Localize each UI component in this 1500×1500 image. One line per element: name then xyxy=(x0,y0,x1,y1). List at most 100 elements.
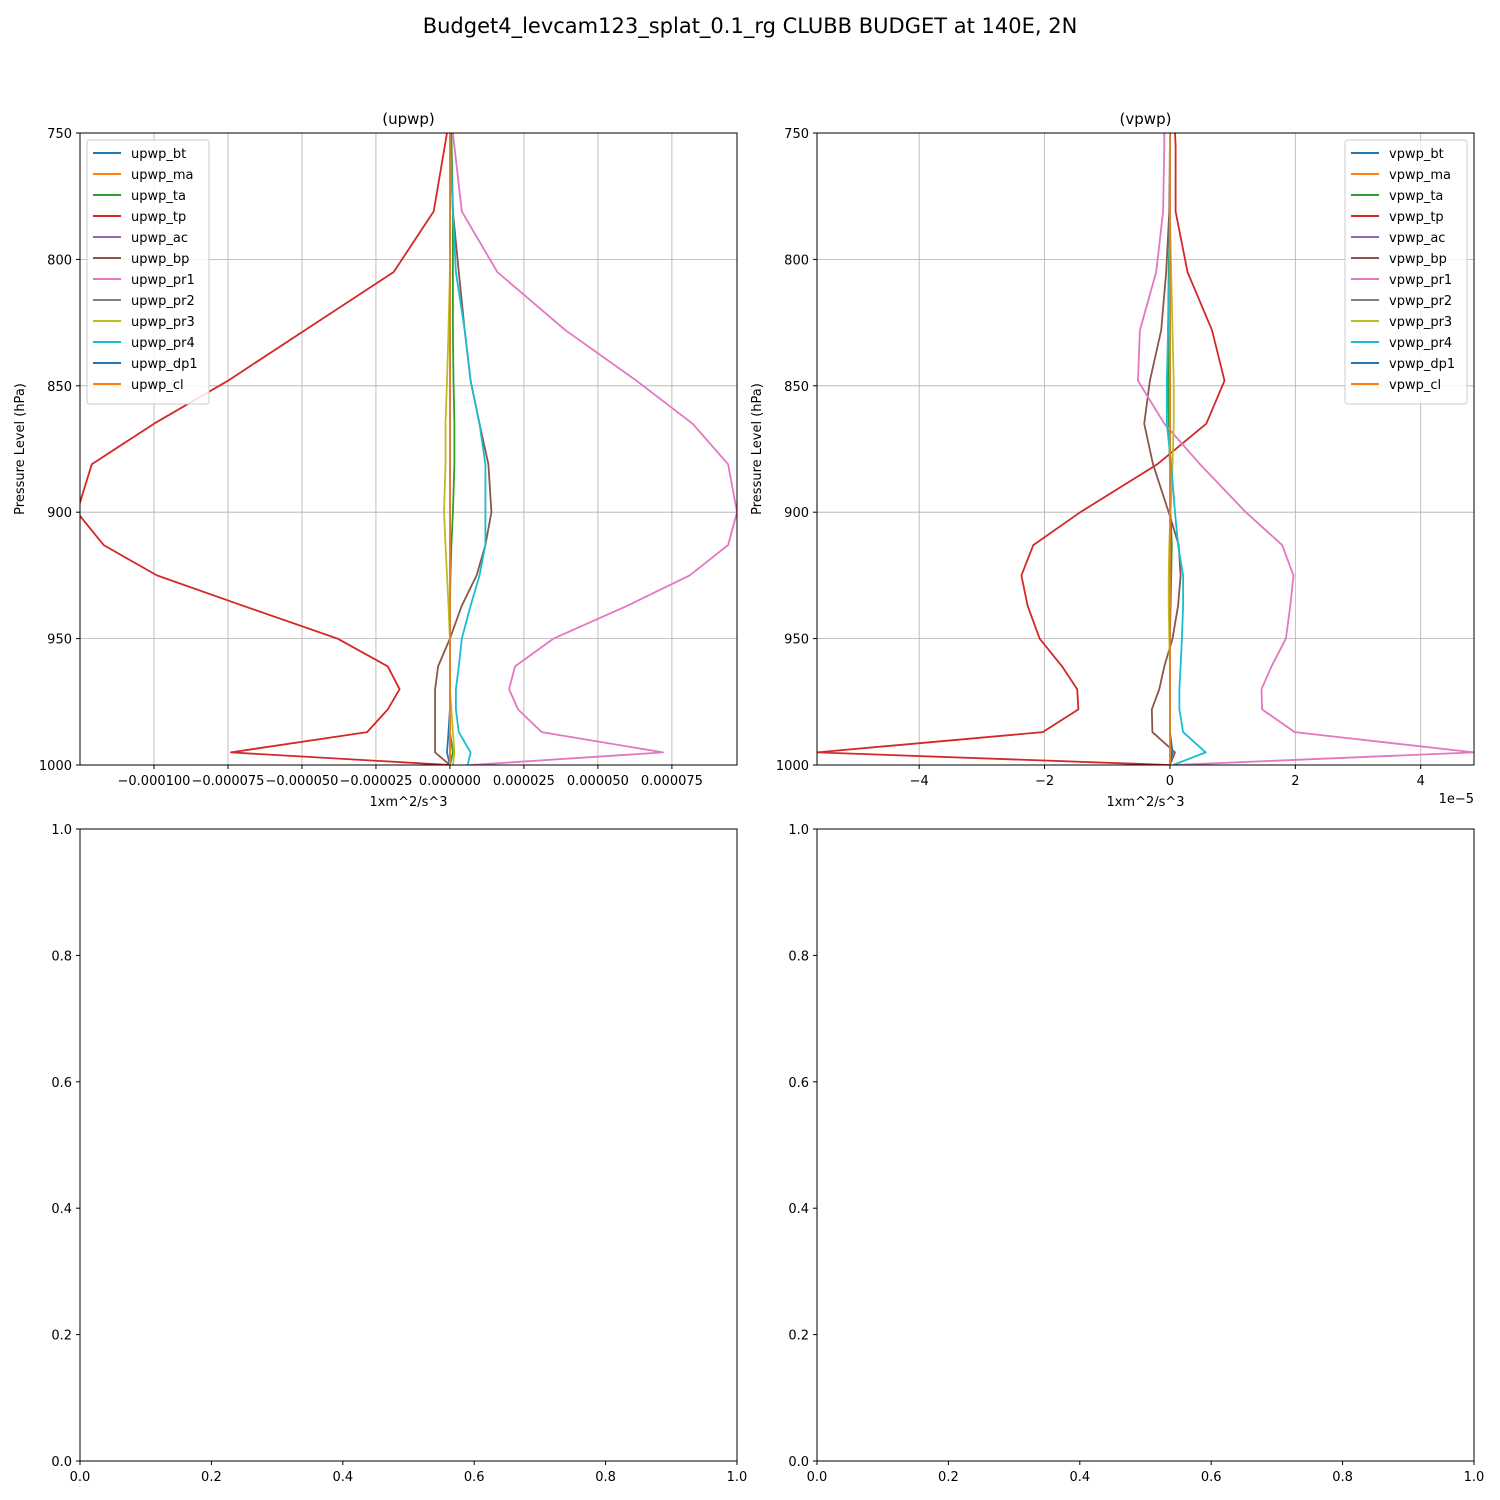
legend-entry: vpwp_ac xyxy=(1389,231,1445,246)
x-tick-label: 0.4 xyxy=(332,1470,353,1485)
y-tick-label: 0.0 xyxy=(51,1455,72,1470)
x-tick-label: 0.000025 xyxy=(493,774,555,789)
x-tick-label: 0.000075 xyxy=(641,774,703,789)
legend-entry: upwp_cl xyxy=(131,378,184,393)
y-tick-label: 900 xyxy=(784,506,809,521)
legend-entry: vpwp_pr2 xyxy=(1389,294,1452,309)
series-line-upwp_pr3 xyxy=(443,133,456,765)
legend-entry: upwp_tp xyxy=(131,210,186,225)
legend-entry: upwp_pr3 xyxy=(131,315,195,330)
y-tick-label: 750 xyxy=(784,127,809,142)
legend-entry: upwp_ta xyxy=(131,189,186,204)
series-group xyxy=(817,133,1474,765)
legend-entry: upwp_dp1 xyxy=(131,357,198,372)
axes-frame xyxy=(79,828,738,1462)
y-tick-label: 950 xyxy=(47,633,72,648)
y-tick-label: 850 xyxy=(784,380,809,395)
x-axis-label: 1xm^2/s^3 xyxy=(1106,795,1184,810)
x-tick-label: 0.6 xyxy=(464,1470,485,1485)
x-tick-label: −0.000050 xyxy=(265,774,338,789)
y-tick-label: 0.2 xyxy=(788,1329,809,1344)
x-tick-label: 0.6 xyxy=(1201,1470,1222,1485)
legend-entry: vpwp_dp1 xyxy=(1389,357,1455,372)
x-tick-label: 0.2 xyxy=(201,1470,222,1485)
y-tick-label: 0.4 xyxy=(51,1202,72,1217)
chart-panel-2: −4 −2 0 2 4 750 800 850 900 950 1000 (vpwp) 1xm^2/s^… xyxy=(750,110,1475,810)
legend-box xyxy=(1344,139,1468,405)
x-tick-label: 1.0 xyxy=(727,1470,748,1485)
series-line-upwp_pr1 xyxy=(452,133,737,765)
legend-entry: upwp_bt xyxy=(131,147,186,162)
legend-entry: vpwp_pr4 xyxy=(1389,336,1452,351)
x-tick-label: 0.000050 xyxy=(567,774,629,789)
x-tick-label: 0.0 xyxy=(70,1470,91,1485)
y-tick-label: 0.6 xyxy=(788,1076,809,1091)
chart-panel-3: 0.0 0.2 0.4 0.6 0.8 1.0 0.0 0.2 0.4 0.6 0.8 1.0 xyxy=(51,823,747,1485)
y-tick-label: 0.8 xyxy=(788,949,809,964)
legend-entry: upwp_ac xyxy=(131,231,188,246)
legend-entry: vpwp_pr1 xyxy=(1389,273,1452,288)
legend: upwp_bt upwp_ma upwp_ta upwp_tp upwp_ac upwp_… xyxy=(86,139,210,405)
y-tick-label: 0.2 xyxy=(51,1329,72,1344)
y-tick-label: 0.4 xyxy=(788,1202,809,1217)
y-tick-label: 0.8 xyxy=(51,949,72,964)
y-tick-label: 800 xyxy=(47,253,72,268)
x-axis-label: 1xm^2/s^3 xyxy=(369,795,447,810)
series-line-vpwp_pr1 xyxy=(1137,133,1474,765)
y-axis-label: Pressure Level (hPa) xyxy=(13,383,28,515)
y-tick-label: 900 xyxy=(47,506,72,521)
y-tick-label: 1.0 xyxy=(51,823,72,838)
y-tick-label: 0.0 xyxy=(788,1455,809,1470)
series-group xyxy=(80,133,737,765)
y-tick-label: 950 xyxy=(784,633,809,648)
axes-frame xyxy=(79,132,738,766)
legend-entry: upwp_bp xyxy=(131,252,189,267)
x-tick-label: 0.8 xyxy=(595,1470,616,1485)
legend-entry: vpwp_ma xyxy=(1389,168,1451,183)
y-tick-label: 850 xyxy=(47,380,72,395)
legend-entry: upwp_pr1 xyxy=(131,273,195,288)
legend-entry: vpwp_ta xyxy=(1389,189,1443,204)
legend-entry: vpwp_bp xyxy=(1389,252,1447,267)
y-tick-label: 800 xyxy=(784,253,809,268)
chart-panel-4: 0.0 0.2 0.4 0.6 0.8 1.0 0.0 0.2 0.4 0.6 0.8 1.0 xyxy=(788,823,1484,1485)
x-tick-label: −4 xyxy=(910,774,929,789)
x-tick-label: 0.000000 xyxy=(419,774,481,789)
legend-entry: vpwp_cl xyxy=(1389,378,1441,393)
legend-entry: upwp_ma xyxy=(131,168,194,183)
y-axis-label: Pressure Level (hPa) xyxy=(750,383,765,515)
legend: vpwp_bt vpwp_ma vpwp_ta vpwp_tp vpwp_ac vpwp_… xyxy=(1344,139,1468,405)
legend-entry: vpwp_tp xyxy=(1389,210,1444,225)
y-tick-label: 0.6 xyxy=(51,1076,72,1091)
x-tick-label: 0 xyxy=(1166,774,1174,789)
y-tick-label: 750 xyxy=(47,127,72,142)
axes-frame xyxy=(816,132,1475,766)
series-line-vpwp_tp xyxy=(817,133,1226,765)
chart-panel-1: −0.000100 −0.000075 −0.000050 −0.000025 0.00… xyxy=(13,110,738,810)
legend-entry: upwp_pr2 xyxy=(131,294,195,309)
series-line-upwp_tp xyxy=(80,133,450,765)
series-line-upwp_pr4 xyxy=(449,133,487,765)
legend-box xyxy=(86,139,210,405)
axes-title: (vpwp) xyxy=(1120,110,1172,128)
legend-entry: upwp_pr4 xyxy=(131,336,195,351)
x-tick-label: 0.2 xyxy=(938,1470,959,1485)
axes-frame xyxy=(816,828,1475,1462)
legend-entry: vpwp_pr3 xyxy=(1389,315,1452,330)
x-tick-label: 0.8 xyxy=(1332,1470,1353,1485)
x-offset-label: 1e−5 xyxy=(1439,792,1474,807)
x-tick-label: 0.4 xyxy=(1069,1470,1090,1485)
x-tick-label: −0.000100 xyxy=(118,774,191,789)
y-tick-label: 1.0 xyxy=(788,823,809,838)
x-tick-label: 0.0 xyxy=(807,1470,828,1485)
legend-entry: vpwp_bt xyxy=(1389,147,1444,162)
y-tick-label: 1000 xyxy=(776,759,809,774)
x-tick-label: −0.000075 xyxy=(192,774,265,789)
figure-title: Budget4_levcam123_splat_0.1_rg CLUBB BUD… xyxy=(422,14,1078,38)
x-tick-label: −0.000025 xyxy=(339,774,412,789)
x-tick-label: 1.0 xyxy=(1464,1470,1485,1485)
x-tick-label: 2 xyxy=(1291,774,1299,789)
axes-title: (upwp) xyxy=(382,110,435,128)
x-tick-label: −2 xyxy=(1035,774,1054,789)
